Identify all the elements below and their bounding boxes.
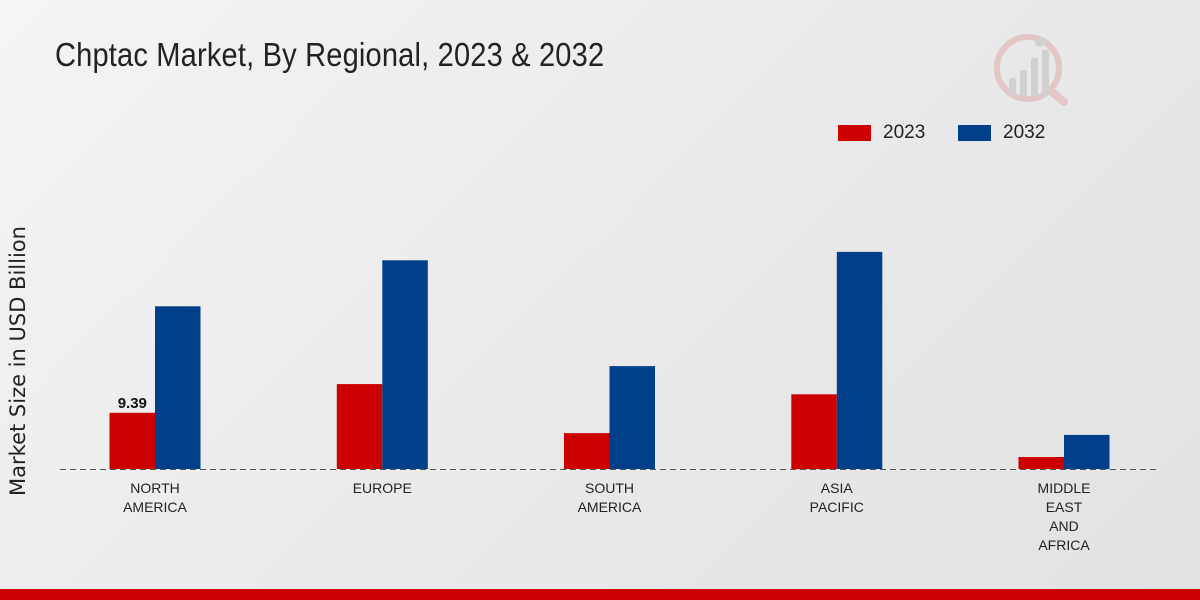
x-tick-label-north-america-line-1: NORTH	[130, 480, 180, 496]
watermark-logo-icon	[994, 34, 1068, 106]
bar-south-america-2032[interactable]	[609, 366, 656, 469]
bar-europe-2023[interactable]	[336, 384, 383, 469]
bar-europe-2032[interactable]	[382, 260, 428, 469]
legend-label-2032: 2032	[1003, 122, 1046, 143]
chart-title: Chptac Market, By Regional, 2023 & 2032	[55, 36, 605, 73]
x-tick-label-south-america-line-1: SOUTH	[585, 480, 634, 496]
x-tick-label-middle-east-and-africa-line-1: MIDDLE	[1038, 480, 1091, 496]
x-tick-label-asia-pacific-line-1: ASIA	[821, 480, 854, 496]
bar-middle-east-and-africa-2023[interactable]	[1018, 457, 1065, 469]
x-tick-label-middle-east-and-africa-line-4: AFRICA	[1038, 537, 1090, 553]
data-label-north-america-2023: 9.39	[118, 395, 147, 412]
legend-swatch-2032	[958, 125, 991, 141]
x-tick-label-south-america-line-2: AMERICA	[578, 499, 642, 515]
legend-item-2023[interactable]: 2023	[838, 122, 925, 144]
bar-asia-pacific-2032[interactable]	[836, 251, 883, 469]
bar-north-america-2032[interactable]	[155, 306, 201, 469]
x-tick-label-north-america-line-2: AMERICA	[123, 499, 187, 515]
bar-south-america-2023[interactable]	[564, 433, 610, 469]
x-tick-label-asia-pacific-line-2: PACIFIC	[810, 499, 864, 515]
x-tick-label-middle-east-and-africa-line-2: EAST	[1046, 499, 1083, 515]
legend-item-2032[interactable]: 2032	[958, 122, 1045, 144]
legend-label-2023: 2023	[883, 122, 926, 143]
bar-north-america-2023[interactable]	[109, 412, 156, 469]
bottom-accent-bar	[0, 589, 1200, 600]
bar-asia-pacific-2023[interactable]	[791, 394, 837, 470]
legend-swatch-2023	[838, 125, 871, 141]
bar-middle-east-and-africa-2032[interactable]	[1064, 434, 1110, 469]
x-tick-label-middle-east-and-africa-line-3: AND	[1049, 518, 1079, 534]
x-tick-label-europe-line-1: EUROPE	[353, 480, 412, 496]
